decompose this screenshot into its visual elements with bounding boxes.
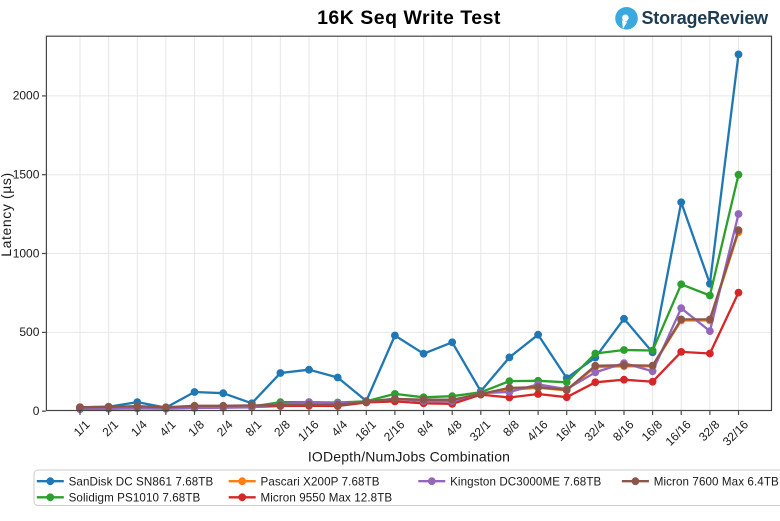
svg-text:16/4: 16/4 xyxy=(553,417,580,444)
svg-text:1/8: 1/8 xyxy=(185,417,207,439)
svg-text:2/16: 2/16 xyxy=(381,417,408,444)
svg-text:16K Seq Write Test: 16K Seq Write Test xyxy=(317,7,501,29)
svg-text:1/4: 1/4 xyxy=(128,417,150,439)
svg-text:32/8: 32/8 xyxy=(696,417,723,444)
svg-text:4/4: 4/4 xyxy=(329,417,351,439)
svg-text:32/4: 32/4 xyxy=(581,417,608,444)
svg-text:Pascari X200P 7.68TB: Pascari X200P 7.68TB xyxy=(261,475,380,488)
svg-text:4/1: 4/1 xyxy=(157,417,179,439)
svg-text:4/16: 4/16 xyxy=(524,417,551,444)
svg-text:2/1: 2/1 xyxy=(99,417,121,439)
svg-text:Micron 9550 Max 12.8TB: Micron 9550 Max 12.8TB xyxy=(261,492,393,505)
svg-text:16/1: 16/1 xyxy=(352,417,379,444)
svg-text:IODepth/NumJobs Combination: IODepth/NumJobs Combination xyxy=(308,449,510,465)
svg-text:Latency (µs): Latency (µs) xyxy=(0,172,14,257)
svg-text:1000: 1000 xyxy=(13,246,40,260)
svg-text:8/8: 8/8 xyxy=(500,417,522,439)
svg-text:1/1: 1/1 xyxy=(71,417,93,439)
svg-text:StorageReview: StorageReview xyxy=(642,8,770,28)
svg-text:SanDisk DC SN861 7.68TB: SanDisk DC SN861 7.68TB xyxy=(69,475,214,488)
svg-text:1500: 1500 xyxy=(13,168,40,182)
svg-text:8/16: 8/16 xyxy=(610,417,637,444)
svg-text:16/8: 16/8 xyxy=(639,417,666,444)
svg-text:2000: 2000 xyxy=(13,89,40,103)
svg-text:500: 500 xyxy=(19,325,39,339)
svg-text:32/1: 32/1 xyxy=(467,417,494,444)
svg-text:Micron 7600 Max 6.4TB: Micron 7600 Max 6.4TB xyxy=(654,475,779,488)
svg-text:4/8: 4/8 xyxy=(443,417,465,439)
svg-text:8/4: 8/4 xyxy=(414,417,436,439)
svg-text:32/16: 32/16 xyxy=(720,417,751,448)
svg-text:2/4: 2/4 xyxy=(214,417,236,439)
svg-text:2/8: 2/8 xyxy=(271,417,293,439)
svg-text:8/1: 8/1 xyxy=(243,417,265,439)
svg-text:0: 0 xyxy=(33,404,40,418)
svg-text:Kingston DC3000ME 7.68TB: Kingston DC3000ME 7.68TB xyxy=(450,475,601,488)
svg-text:1/16: 1/16 xyxy=(295,417,322,444)
svg-text:Solidigm PS1010 7.68TB: Solidigm PS1010 7.68TB xyxy=(69,492,201,505)
svg-text:16/16: 16/16 xyxy=(663,417,694,448)
